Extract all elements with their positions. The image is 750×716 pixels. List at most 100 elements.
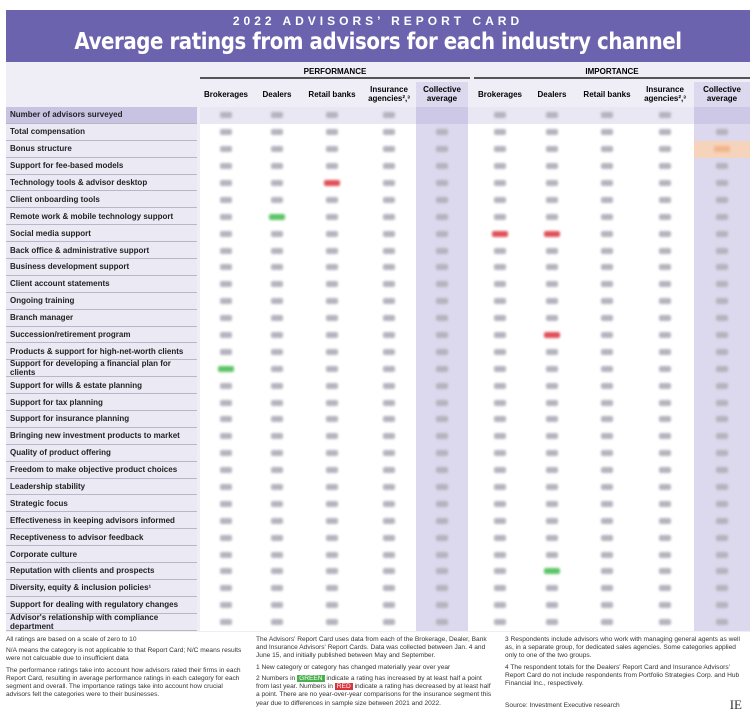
green-tag: GREEN [297,674,325,682]
blurred-value [326,517,338,524]
blurred-value [269,213,285,220]
rating-cell [416,613,468,631]
rating-cell [474,462,526,479]
blurred-value [220,585,232,592]
table-row: Support for tax planning [6,394,750,412]
rating-cell [526,191,578,208]
notes-right: 3 Respondents include advisors who work … [505,636,743,714]
blurred-value [220,450,232,457]
rating-cell [252,310,302,327]
blurred-value [546,146,558,153]
rating-cell [200,158,252,175]
blurred-value [220,467,232,474]
rating-cell [200,479,252,496]
rating-cell [362,479,416,496]
table-row: Quality of product offering [6,444,750,462]
blurred-value [544,568,560,575]
blurred-value [659,264,671,271]
blurred-value [383,213,395,220]
rating-cell [526,428,578,445]
rating-cell [694,461,750,479]
rating-cell [416,343,468,361]
blurred-value [383,534,395,541]
rating-cell [636,563,694,580]
rating-cell [416,461,468,479]
rating-cell [694,157,750,175]
blurred-value [659,281,671,288]
blurred-value [601,230,613,237]
blurred-value [220,196,232,203]
blurred-value [659,365,671,372]
blurred-value [220,146,232,153]
blurred-value [601,450,613,457]
rating-cell [578,495,636,512]
row-label: Back office & administrative support [6,242,197,260]
blurred-value [659,450,671,457]
blurred-value [436,467,448,474]
blurred-value [494,196,506,203]
table-row: Diversity, equity & inclusion policies¹ [6,579,750,597]
note-4: 4 The respondent totals for the Dealers'… [505,663,740,688]
blurred-value [546,247,558,254]
blurred-value [601,196,613,203]
blurred-value [716,568,728,575]
blurred-value [494,534,506,541]
rating-cell [694,107,750,124]
rating-cell [526,124,578,141]
blurred-value [326,315,338,322]
blurred-value [383,129,395,136]
row-label: Support for fee-based models [6,157,197,175]
blurred-value [546,196,558,203]
blurred-value [271,467,283,474]
blurred-value [546,450,558,457]
rating-cell [694,394,750,412]
rating-cell [200,107,252,124]
blurred-value [220,112,232,119]
blurred-value [546,281,558,288]
rating-cell [200,394,252,411]
blurred-value [271,399,283,406]
blurred-value [716,534,728,541]
table-row: Remote work & mobile technology support [6,208,750,226]
rating-cell [474,529,526,546]
rating-cell [302,597,362,614]
rating-cell [416,157,468,175]
rating-cell [200,614,252,631]
rating-cell [302,208,362,225]
blurred-value [271,568,283,575]
rating-cell [526,445,578,462]
rating-cell [636,208,694,225]
rating-cell [252,512,302,529]
rating-cell [362,529,416,546]
note-method: The performance ratings take into accoun… [6,666,241,699]
blurred-value [271,619,283,626]
rating-cell [200,208,252,225]
rating-cell [474,360,526,377]
blurred-value [716,332,728,339]
blurred-value [659,382,671,389]
rating-cell [578,580,636,597]
rating-cell [302,175,362,192]
rating-cell [252,411,302,428]
rating-cell [578,242,636,259]
blurred-value [220,315,232,322]
rating-cell [200,242,252,259]
blurred-value [546,619,558,626]
rating-cell [302,360,362,377]
rating-cell [302,479,362,496]
blurred-value [436,568,448,575]
rating-cell [200,597,252,614]
rating-cell [578,445,636,462]
table-row: Advisor's relationship with compliance d… [6,613,750,631]
blurred-value [271,585,283,592]
blurred-value [271,332,283,339]
rating-cell [526,614,578,631]
rating-cell [694,174,750,192]
rating-cell [526,175,578,192]
blurred-value [326,551,338,558]
blurred-value [601,129,613,136]
rating-cell [474,124,526,141]
column-header: Insurance agencies²,³ [368,85,410,103]
blurred-value [436,484,448,491]
rating-cell [636,124,694,141]
